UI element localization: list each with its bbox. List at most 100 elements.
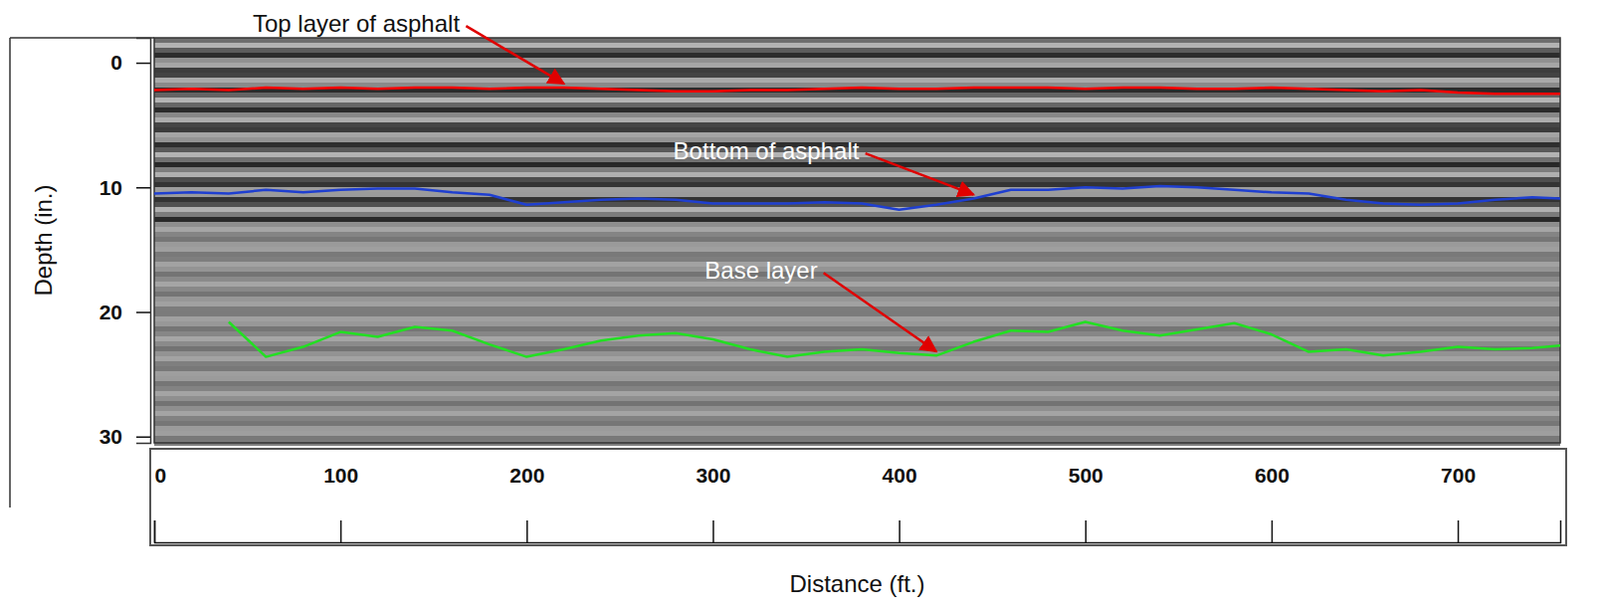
x-tick-mark bbox=[340, 520, 343, 543]
radar-band bbox=[154, 112, 1561, 118]
x-tick: 400 bbox=[882, 463, 918, 543]
radar-band bbox=[154, 391, 1561, 397]
radar-band bbox=[154, 42, 1561, 48]
y-tick-mark bbox=[136, 62, 151, 65]
y-axis-line bbox=[136, 38, 152, 444]
annotation-arrow bbox=[823, 272, 937, 352]
x-tick-label: 200 bbox=[509, 463, 545, 487]
radar-band bbox=[154, 271, 1561, 277]
x-tick-label: 600 bbox=[1254, 463, 1290, 487]
radar-band bbox=[154, 301, 1561, 307]
x-tick: 0 bbox=[155, 463, 168, 543]
x-tick-label: 700 bbox=[1440, 463, 1476, 487]
radar-band bbox=[154, 107, 1561, 113]
radar-background bbox=[154, 37, 1561, 446]
radar-band bbox=[154, 206, 1561, 212]
radar-band bbox=[154, 102, 1561, 108]
x-tick-label: 400 bbox=[882, 463, 918, 487]
radar-band bbox=[154, 167, 1561, 173]
radar-band bbox=[154, 425, 1561, 431]
radar-band bbox=[154, 77, 1561, 83]
x-tick-label: 300 bbox=[695, 463, 731, 487]
radar-band bbox=[154, 361, 1561, 367]
radar-band bbox=[154, 251, 1561, 257]
x-tick-mark bbox=[1457, 520, 1460, 543]
radar-band bbox=[154, 122, 1561, 128]
radar-band bbox=[154, 127, 1561, 133]
radar-band bbox=[154, 366, 1561, 372]
radar-band bbox=[154, 410, 1561, 416]
y-tick-label: 20 bbox=[99, 300, 123, 324]
annotation: Bottom of asphalt bbox=[673, 137, 860, 165]
radar-band bbox=[154, 57, 1561, 63]
y-tick: 10 bbox=[99, 175, 151, 199]
y-tick-mark bbox=[136, 187, 151, 190]
radar-band bbox=[154, 172, 1561, 178]
plot-frame bbox=[154, 37, 1561, 443]
x-tick-mark bbox=[1085, 520, 1088, 543]
x-axis-line bbox=[155, 520, 1562, 544]
radar-band bbox=[154, 281, 1561, 287]
radar-band bbox=[154, 266, 1561, 272]
y-tick: 30 bbox=[99, 424, 151, 448]
radar-band bbox=[154, 52, 1561, 58]
radar-band bbox=[154, 396, 1561, 401]
radar-band bbox=[154, 256, 1561, 262]
radar-band bbox=[154, 321, 1561, 327]
series-line bbox=[154, 186, 1561, 210]
radar-band bbox=[154, 246, 1561, 252]
radar-band bbox=[154, 405, 1561, 411]
x-tick-mark bbox=[898, 520, 901, 543]
radar-band bbox=[154, 67, 1561, 73]
axis-panel-frame bbox=[9, 37, 155, 508]
radar-band bbox=[154, 221, 1561, 227]
radar-band bbox=[154, 72, 1561, 78]
x-axis: 0 100 200 300 400 500 600 700 bbox=[155, 463, 1562, 544]
x-tick-mark bbox=[712, 520, 715, 543]
x-tick-label: 0 bbox=[155, 463, 168, 487]
radar-band bbox=[154, 311, 1561, 317]
radar-band bbox=[154, 216, 1561, 222]
annotation: Base layer bbox=[704, 256, 817, 284]
series-line bbox=[154, 87, 1561, 94]
radar-band bbox=[154, 241, 1561, 247]
y-axis-title: Depth (in.) bbox=[29, 184, 57, 296]
radar-band bbox=[154, 420, 1561, 426]
radar-band bbox=[154, 326, 1561, 332]
x-tick-mark bbox=[154, 520, 157, 543]
annotation: Top layer of asphalt bbox=[252, 9, 460, 37]
radar-band bbox=[154, 62, 1561, 68]
x-axis-title: Distance (ft.) bbox=[789, 570, 925, 598]
annotations: Top layer of asphalt Bottom of asphalt Bas… bbox=[252, 9, 975, 352]
radar-band bbox=[154, 211, 1561, 217]
x-tick: 500 bbox=[1068, 463, 1104, 543]
radar-band bbox=[154, 47, 1561, 53]
plot-background bbox=[154, 37, 1561, 443]
radar-band bbox=[154, 415, 1561, 421]
y-tick: 0 bbox=[110, 50, 151, 74]
radar-band bbox=[154, 231, 1561, 237]
radar-band bbox=[154, 306, 1561, 312]
plot-area bbox=[154, 87, 1561, 357]
radar-band bbox=[154, 341, 1561, 347]
radar-band bbox=[154, 97, 1561, 103]
radar-band bbox=[154, 371, 1561, 377]
y-tick-mark bbox=[136, 311, 151, 314]
radar-band bbox=[154, 177, 1561, 183]
x-tick: 600 bbox=[1254, 463, 1290, 543]
radar-band bbox=[154, 192, 1561, 198]
x-tick: 700 bbox=[1440, 463, 1476, 543]
radar-band bbox=[154, 261, 1561, 267]
ruler-panel bbox=[150, 448, 1567, 546]
x-tick-mark bbox=[526, 520, 529, 543]
x-tick-label: 500 bbox=[1068, 463, 1104, 487]
radar-band bbox=[154, 356, 1561, 362]
radar-band bbox=[154, 351, 1561, 357]
x-tick-label: 100 bbox=[323, 463, 359, 487]
radar-band bbox=[154, 276, 1561, 282]
y-axis: 0 10 20 30 bbox=[99, 38, 152, 448]
radar-band bbox=[154, 117, 1561, 123]
annotation-arrow bbox=[865, 153, 975, 195]
y-tick-label: 0 bbox=[110, 50, 123, 74]
chart: 0 10 20 30 Depth (in.) 0 100 200 300 400 500 600 700… bbox=[0, 0, 1600, 610]
